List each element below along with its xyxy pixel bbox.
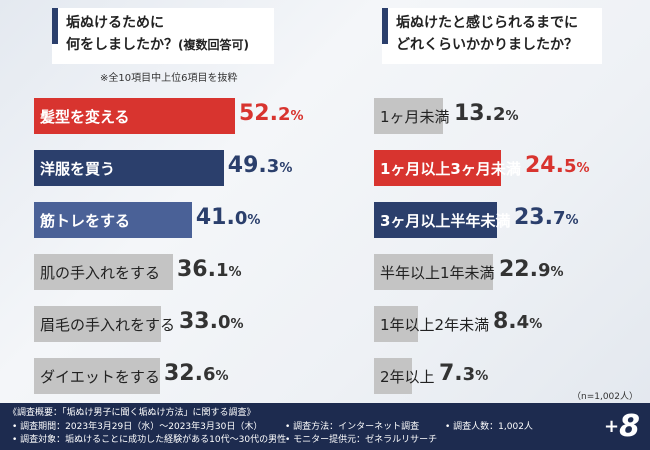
value-decimal: 7 [552, 208, 566, 229]
value-decimal: 1 [215, 260, 229, 281]
right-question-line1: 垢ぬけたと感じられるまでに [396, 15, 578, 31]
value-percent-sign: % [550, 265, 564, 280]
left-question-line2: 何をしましたか？(複数回答可) [66, 37, 249, 53]
bar-value-label: 7.3% [439, 361, 488, 386]
bar-value-label: 33.0% [179, 309, 244, 334]
right-question-box: 垢ぬけたと感じられるまでに どれくらいかかりましたか？ [382, 8, 602, 64]
value-major: 8. [493, 309, 517, 334]
bar-value-label: 36.1% [177, 257, 242, 282]
value-percent-sign: % [247, 213, 261, 228]
bar-category-label: 半年以上1年未満 [380, 263, 495, 282]
value-percent-sign: % [290, 109, 304, 124]
value-percent-sign: % [230, 317, 244, 332]
bar-value-label: 23.7% [514, 205, 579, 230]
brand-plus: + [604, 415, 620, 437]
bar: 3ヶ月以上半年未満 [374, 202, 510, 238]
survey-method: • 調査方法：インターネット調査 [285, 422, 420, 432]
bar: 眉毛の手入れをする [34, 306, 175, 342]
value-percent-sign: % [565, 213, 579, 228]
value-decimal: 9 [537, 260, 551, 281]
right-question-line2: どれくらいかかりましたか？ [396, 37, 578, 53]
bar: 髪型を変える [34, 98, 235, 134]
value-decimal: 2 [492, 104, 506, 125]
value-decimal: 4 [516, 312, 530, 333]
value-major: 33. [179, 309, 218, 334]
survey-period: • 調査期間：2023年3月29日（水）～2023年3月30日（木） [12, 422, 263, 432]
value-decimal: 0 [234, 208, 248, 229]
bar: 2年以上 [374, 358, 435, 394]
value-major: 49. [227, 153, 267, 178]
left-question-line1: 垢ぬけるために [66, 15, 164, 31]
bar: 肌の手入れをする [34, 254, 173, 290]
value-percent-sign: % [505, 109, 519, 124]
bar-category-label: 筋トレをする [40, 211, 131, 230]
sample-size-note: （n=1,002人） [571, 392, 638, 402]
value-decimal: 0 [217, 312, 231, 333]
value-major: 32. [164, 361, 203, 386]
value-percent-sign: % [215, 369, 229, 384]
bar-category-label: 2年以上 [380, 367, 435, 386]
bar-value-label: 32.6% [164, 361, 229, 386]
bar: 1ヶ月以上3ヶ月未満 [374, 150, 521, 186]
bar: 筋トレをする [34, 202, 192, 238]
bar-value-label: 24.5% [525, 153, 590, 178]
value-decimal: 3 [462, 364, 476, 385]
bar-category-label: 1ヶ月以上3ヶ月未満 [380, 159, 521, 178]
survey-footer: 《調査概要：「垢ぬけ男子に聞く垢ぬけ方法」に関する調査》 • 調査期間：2023… [0, 403, 650, 450]
value-major: 41. [195, 205, 235, 230]
bar-value-label: 52.2% [239, 101, 304, 126]
value-decimal: 5 [563, 156, 577, 177]
bar-category-label: 肌の手入れをする [40, 263, 161, 282]
value-major: 7. [439, 361, 463, 386]
bar-category-label: ダイエットをする [40, 367, 160, 386]
value-major: 52. [238, 101, 278, 126]
bar: 1年以上2年未満 [374, 306, 489, 342]
value-major: 36. [176, 257, 216, 282]
value-decimal: 3 [266, 156, 280, 177]
value-percent-sign: % [475, 369, 489, 384]
bar-category-label: 1ヶ月未満 [380, 107, 450, 126]
survey-title: 《調査概要：「垢ぬけ男子に聞く垢ぬけ方法」に関する調査》 [8, 408, 256, 418]
survey-target: • 調査対象：垢ぬけることに成功した経験がある10代～30代の男性 [12, 435, 287, 445]
bar-value-label: 41.0% [196, 205, 261, 230]
bar-value-label: 22.9% [499, 257, 564, 282]
survey-people: • 調査人数：1,002人 [445, 422, 533, 432]
bar-value-label: 49.3% [228, 153, 293, 178]
value-decimal: 2 [277, 104, 291, 125]
accent-bar [382, 8, 388, 44]
bar-category-label: 髪型を変える [40, 107, 130, 126]
bar: 1ヶ月未満 [374, 98, 450, 134]
value-percent-sign: % [576, 161, 590, 176]
brand-logo: + 8 [604, 406, 640, 446]
left-question-box: 垢ぬけるために 何をしましたか？(複数回答可) [52, 8, 274, 64]
value-percent-sign: % [529, 317, 543, 332]
brand-number: 8 [619, 408, 640, 444]
value-percent-sign: % [228, 265, 242, 280]
value-major: 23. [514, 205, 553, 230]
bar-category-label: 1年以上2年未満 [380, 315, 490, 334]
survey-monitor: • モニター提供元：ゼネラルリサーチ [285, 435, 438, 445]
bar: 洋服を買う [34, 150, 224, 186]
bar-category-label: 3ヶ月以上半年未満 [380, 211, 511, 230]
value-percent-sign: % [279, 161, 293, 176]
left-note: ※全10項目中上位6項目を抜粋 [100, 73, 238, 84]
bar-category-label: 洋服を買う [40, 159, 116, 178]
value-major: 22. [499, 257, 538, 282]
accent-bar [52, 8, 58, 44]
bar-value-label: 8.4% [493, 309, 542, 334]
value-decimal: 6 [202, 364, 216, 385]
value-major: 24. [525, 153, 564, 178]
bar-value-label: 13.2% [454, 101, 519, 126]
bar-category-label: 眉毛の手入れをする [40, 315, 176, 334]
value-major: 13. [454, 101, 493, 126]
bar: 半年以上1年未満 [374, 254, 495, 290]
bar: ダイエットをする [34, 358, 160, 394]
